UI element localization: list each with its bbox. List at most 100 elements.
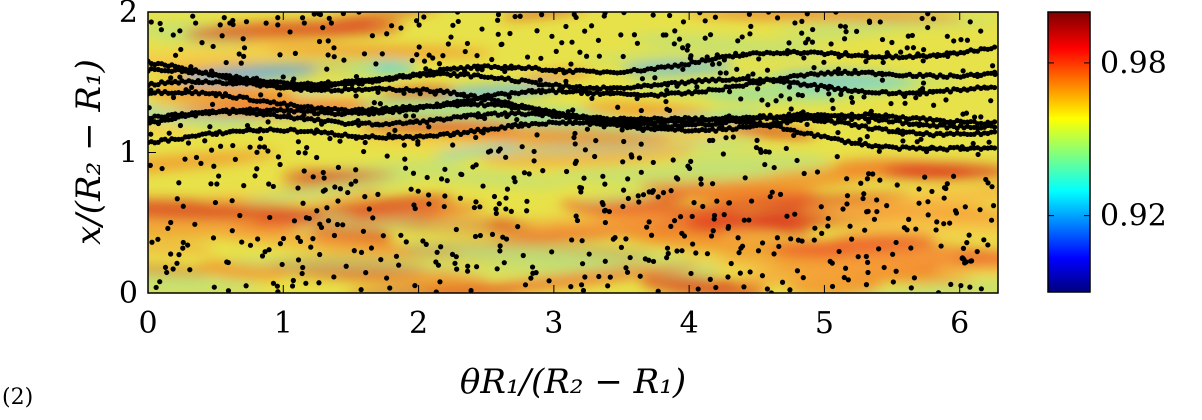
particle-point	[531, 148, 537, 155]
particle-point	[489, 56, 495, 63]
particle-point	[902, 100, 908, 106]
particle-point	[325, 38, 331, 44]
heatmap-streak	[325, 12, 439, 24]
particle-point	[593, 137, 599, 144]
particle-point	[667, 12, 673, 19]
particle-point	[157, 279, 163, 285]
particle-point	[440, 53, 446, 59]
particle-point	[199, 40, 205, 46]
particle-point	[825, 215, 831, 222]
particle-point	[694, 84, 700, 90]
particle-point	[423, 241, 429, 248]
particle-point	[844, 193, 851, 199]
particle-point	[340, 12, 346, 17]
particle-point	[177, 122, 184, 129]
particle-point	[497, 248, 503, 254]
x-tick-label: 1	[274, 306, 293, 341]
particle-point	[396, 262, 402, 268]
particle-point	[670, 157, 676, 163]
particle-point	[663, 98, 669, 105]
heatmap-field	[148, 12, 998, 293]
particle-point	[214, 181, 220, 187]
particle-point	[373, 61, 379, 67]
particle-point	[177, 28, 183, 34]
colorbar-tick-label: 0.98	[1100, 46, 1167, 81]
particle-point	[746, 217, 752, 223]
particle-point	[353, 178, 359, 184]
particle-point	[582, 147, 588, 153]
particle-point	[621, 138, 627, 145]
particle-point	[229, 198, 235, 204]
particle-point	[726, 89, 733, 95]
particle-point	[786, 40, 792, 46]
particle-point	[538, 55, 544, 61]
particle-point	[493, 206, 499, 212]
particle-point	[919, 15, 925, 22]
particle-point	[190, 13, 196, 19]
particle-point	[252, 173, 258, 179]
particle-point	[635, 193, 641, 199]
particle-point	[480, 183, 486, 189]
particle-point	[829, 97, 835, 103]
particle-point	[353, 73, 360, 80]
heatmap-streak	[580, 52, 687, 63]
particle-point	[378, 256, 384, 263]
particle-point	[931, 102, 937, 108]
particle-point	[441, 203, 447, 210]
particle-point	[921, 47, 927, 53]
particle-point	[524, 54, 531, 60]
particle-point	[619, 127, 625, 133]
particle-point	[735, 38, 741, 44]
particle-point	[920, 80, 927, 86]
particle-point	[865, 259, 871, 265]
particle-point	[189, 84, 195, 91]
particle-point	[818, 204, 824, 210]
particle-point	[723, 135, 729, 141]
particle-point	[853, 28, 860, 34]
particle-point	[735, 235, 741, 241]
particle-point	[445, 41, 451, 47]
heatmap-streak	[880, 163, 998, 181]
particle-point	[178, 46, 184, 53]
colorbar-tick-label: 0.92	[1100, 199, 1167, 234]
particle-point	[741, 217, 747, 223]
particle-point	[717, 70, 723, 76]
heatmap-streak	[686, 162, 905, 199]
heatmap-streak	[830, 232, 937, 249]
particle-point	[569, 237, 575, 243]
particle-point	[380, 233, 386, 239]
heatmap-streak	[688, 257, 786, 271]
particle-point	[639, 76, 646, 82]
particle-point	[301, 168, 307, 174]
particle-point	[571, 134, 577, 141]
particle-point	[592, 153, 598, 160]
particle-point	[888, 100, 894, 107]
particle-point	[874, 197, 880, 203]
particle-point	[327, 135, 333, 142]
particle-point	[170, 32, 176, 38]
particle-point	[711, 212, 718, 219]
particle-point	[698, 181, 704, 187]
particle-point	[578, 282, 585, 288]
particle-point	[263, 20, 269, 26]
particle-point	[774, 235, 780, 241]
particle-point	[261, 144, 267, 150]
particle-point	[610, 236, 616, 242]
heatmap-streak	[551, 164, 778, 185]
particle-point	[734, 66, 740, 72]
particle-point	[968, 258, 974, 264]
particle-point	[835, 129, 841, 136]
particle-point	[434, 249, 440, 255]
colorbar	[1047, 11, 1091, 293]
particle-point	[174, 196, 180, 202]
particle-point	[304, 144, 310, 151]
particle-point	[985, 242, 991, 248]
particle-point	[507, 30, 513, 37]
particle-point	[270, 183, 276, 190]
particle-point	[737, 270, 743, 276]
particle-point	[638, 107, 644, 114]
particle-point	[348, 181, 354, 187]
particle-point	[401, 142, 407, 148]
particle-point	[582, 28, 588, 34]
particle-point	[424, 174, 430, 181]
